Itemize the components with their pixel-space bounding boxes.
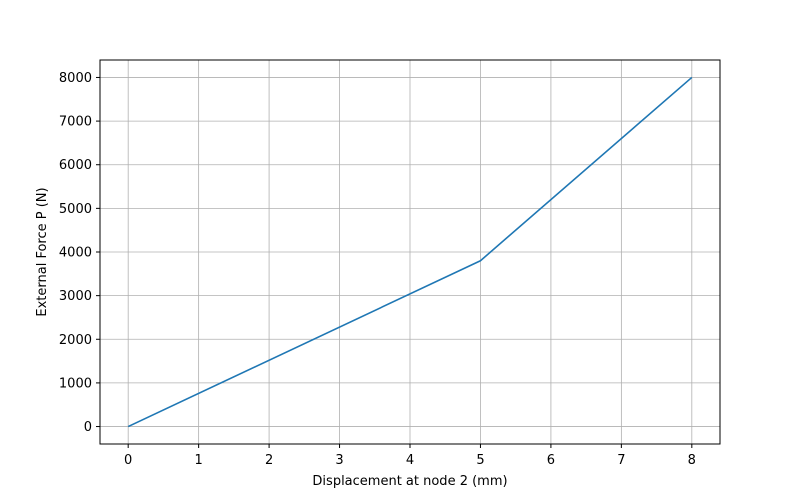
y-tick-label: 8000 (59, 71, 92, 86)
y-tick-label: 4000 (59, 246, 92, 261)
y-tick-label: 3000 (59, 289, 92, 304)
x-tick-label: 0 (124, 453, 132, 468)
axis-ticks: 0 1 2 3 4 5 6 7 8 0 1000 2000 3000 4000 5000 6000 7000 80… (59, 71, 696, 468)
y-tick-label: 2000 (59, 333, 92, 348)
x-tick-label: 7 (617, 453, 625, 468)
x-tick-label: 3 (335, 453, 343, 468)
x-axis-label: Displacement at node 2 (mm) (312, 474, 507, 489)
y-tick-label: 7000 (59, 115, 92, 130)
y-tick-label: 0 (84, 420, 92, 435)
x-tick-label: 6 (547, 453, 555, 468)
y-tick-label: 6000 (59, 158, 92, 173)
grid (100, 60, 720, 444)
y-tick-label: 1000 (59, 376, 92, 391)
x-tick-label: 2 (265, 453, 273, 468)
series-layer (127, 76, 693, 428)
series-line (127, 76, 693, 428)
x-tick-label: 8 (688, 453, 696, 468)
y-axis-label: External Force P (N) (35, 187, 50, 316)
x-tick-label: 4 (406, 453, 414, 468)
x-tick-label: 5 (476, 453, 484, 468)
y-tick-label: 5000 (59, 202, 92, 217)
x-tick-label: 1 (194, 453, 202, 468)
